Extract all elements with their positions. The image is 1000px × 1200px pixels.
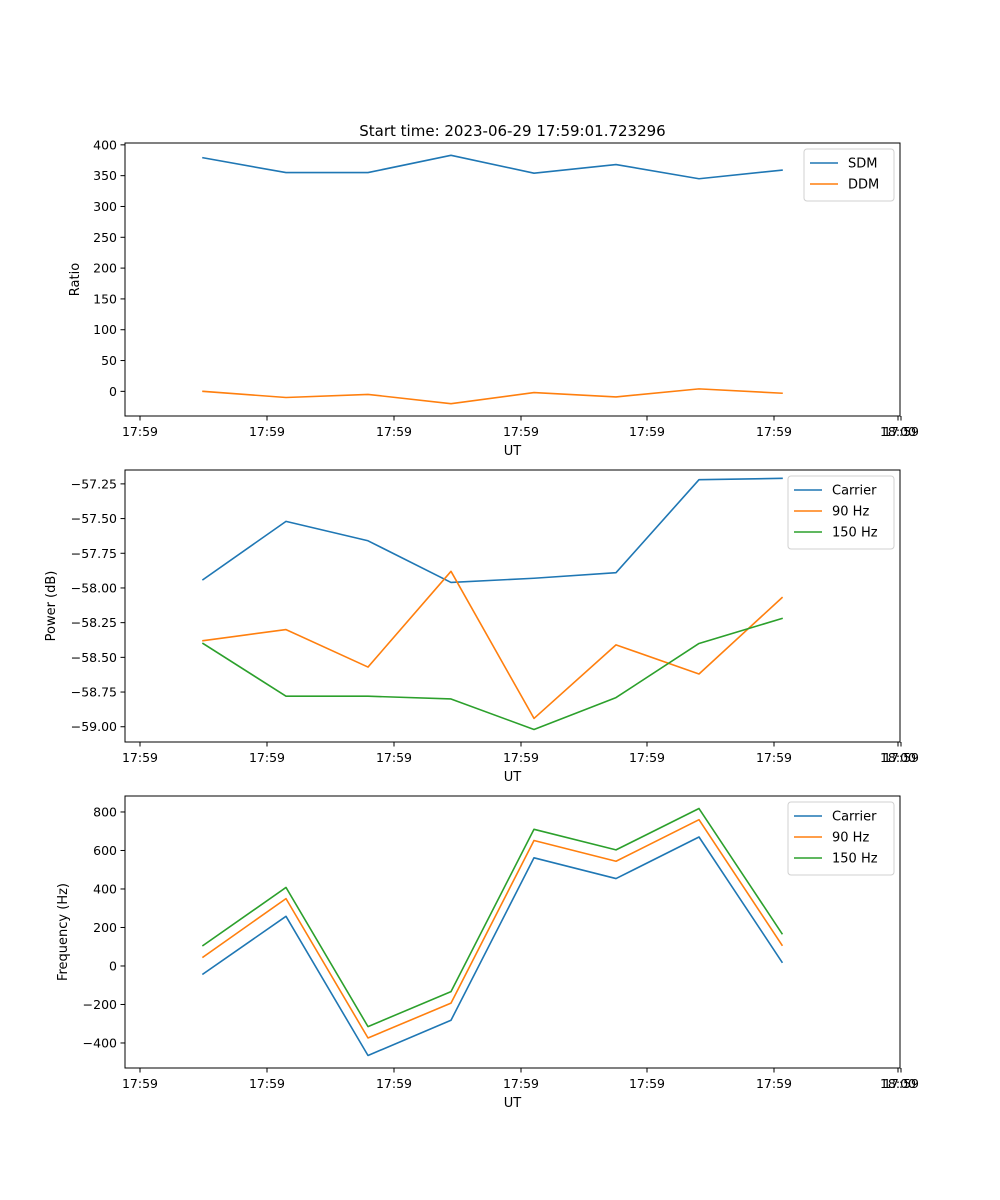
y-tick-label: 150 [93,291,117,306]
y-tick-label: −58.25 [71,615,117,630]
x-tick-label: 18:00 [880,1076,916,1091]
y-tick-label: 600 [93,843,117,858]
series-line-carrier [201,836,784,1057]
x-tick-label: 18:00 [880,424,916,439]
legend-label: SDM [848,157,877,172]
x-axis-label: UT [504,1096,522,1111]
y-tick-label: 200 [93,261,117,276]
axes-frame [124,142,901,417]
x-tick-label: 17:59 [756,1076,792,1091]
x-tick-label: 17:59 [883,1076,919,1091]
y-tick-label: −58.50 [71,650,117,665]
series-line-150-hz [201,807,784,1028]
axes-frame [124,469,901,743]
y-tick-label: 400 [93,881,117,896]
x-tick-label: 17:59 [122,1076,158,1091]
series-line-carrier [201,477,783,584]
legend-label: 150 Hz [832,852,878,867]
series-line-150-hz [201,617,783,731]
y-tick-label: 100 [93,322,117,337]
series-line-ddm [202,388,783,405]
series-line-sdm [202,154,783,180]
y-tick-label: 50 [101,353,117,368]
chart-panel-1: 17:59 17:59 17:59 17:59 17:59 17:59 17:5918:00… [68,137,919,459]
x-tick-label: 17:59 [629,1076,665,1091]
y-tick-label: 350 [93,168,117,183]
x-tick-label: 17:59 [249,1076,285,1091]
y-tick-label: −400 [83,1035,117,1050]
figure-title: Start time: 2023-06-29 17:59:01.723296 [359,122,665,140]
legend-box [787,801,895,876]
y-tick-label: −57.25 [71,476,117,491]
y-tick-label: 0 [109,384,117,399]
y-tick-label: 300 [93,199,117,214]
legend: Carrier 90 Hz 150 Hz [787,475,895,550]
x-tick-label: 17:59 [503,1076,539,1091]
y-tick-label: −59.00 [71,719,117,734]
x-tick-label: 17:59 [756,750,792,765]
y-tick-label: −200 [83,997,117,1012]
x-tick-label: 17:59 [503,424,539,439]
x-tick-label: 17:59 [629,750,665,765]
axes-frame [124,795,901,1069]
x-tick-label: 17:59 [376,424,412,439]
y-tick-label: 400 [93,137,117,152]
y-tick-label: −57.75 [71,546,117,561]
legend-box [787,475,895,550]
x-axis-label: UT [504,444,522,459]
legend-label: DDM [848,178,879,193]
legend-label: Carrier [832,484,877,499]
chart-panel-3: 17:59 17:59 17:59 17:59 17:59 17:59 17:5918:00… [56,795,919,1111]
x-tick-label: 18:00 [880,750,916,765]
x-tick-label: 17:59 [503,750,539,765]
y-tick-label: 800 [93,804,117,819]
y-axis-label: Power (dB) [44,571,59,642]
y-axis-label: Frequency (Hz) [56,883,71,981]
x-tick-label: 17:59 [249,424,285,439]
legend-box [803,148,895,202]
legend-label: 150 Hz [832,526,878,541]
y-axis-label: Ratio [68,263,83,296]
x-tick-label: 17:59 [249,750,285,765]
y-tick-label: 0 [109,958,117,973]
series-line-90-hz [201,818,784,1039]
series-line-90-hz [202,570,784,720]
legend-label: 90 Hz [832,505,869,520]
x-tick-label: 17:59 [629,424,665,439]
x-tick-label: 17:59 [122,750,158,765]
x-tick-label: 17:59 [883,750,919,765]
x-tick-label: 17:59 [376,1076,412,1091]
legend-label: Carrier [832,810,877,825]
x-tick-label: 17:59 [883,424,919,439]
y-tick-label: −57.50 [71,511,117,526]
chart-panel-2: 17:59 17:59 17:59 17:59 17:59 17:59 17:5918:00… [44,469,919,785]
x-tick-label: 17:59 [376,750,412,765]
y-tick-label: −58.75 [71,685,117,700]
y-tick-label: 250 [93,230,117,245]
x-axis-label: UT [504,770,522,785]
y-tick-label: −58.00 [71,580,117,595]
legend: Carrier 90 Hz 150 Hz [787,801,895,876]
legend: SDM DDM [803,148,895,202]
x-tick-label: 17:59 [122,424,158,439]
legend-label: 90 Hz [832,831,869,846]
x-tick-label: 17:59 [756,424,792,439]
y-tick-label: 200 [93,920,117,935]
